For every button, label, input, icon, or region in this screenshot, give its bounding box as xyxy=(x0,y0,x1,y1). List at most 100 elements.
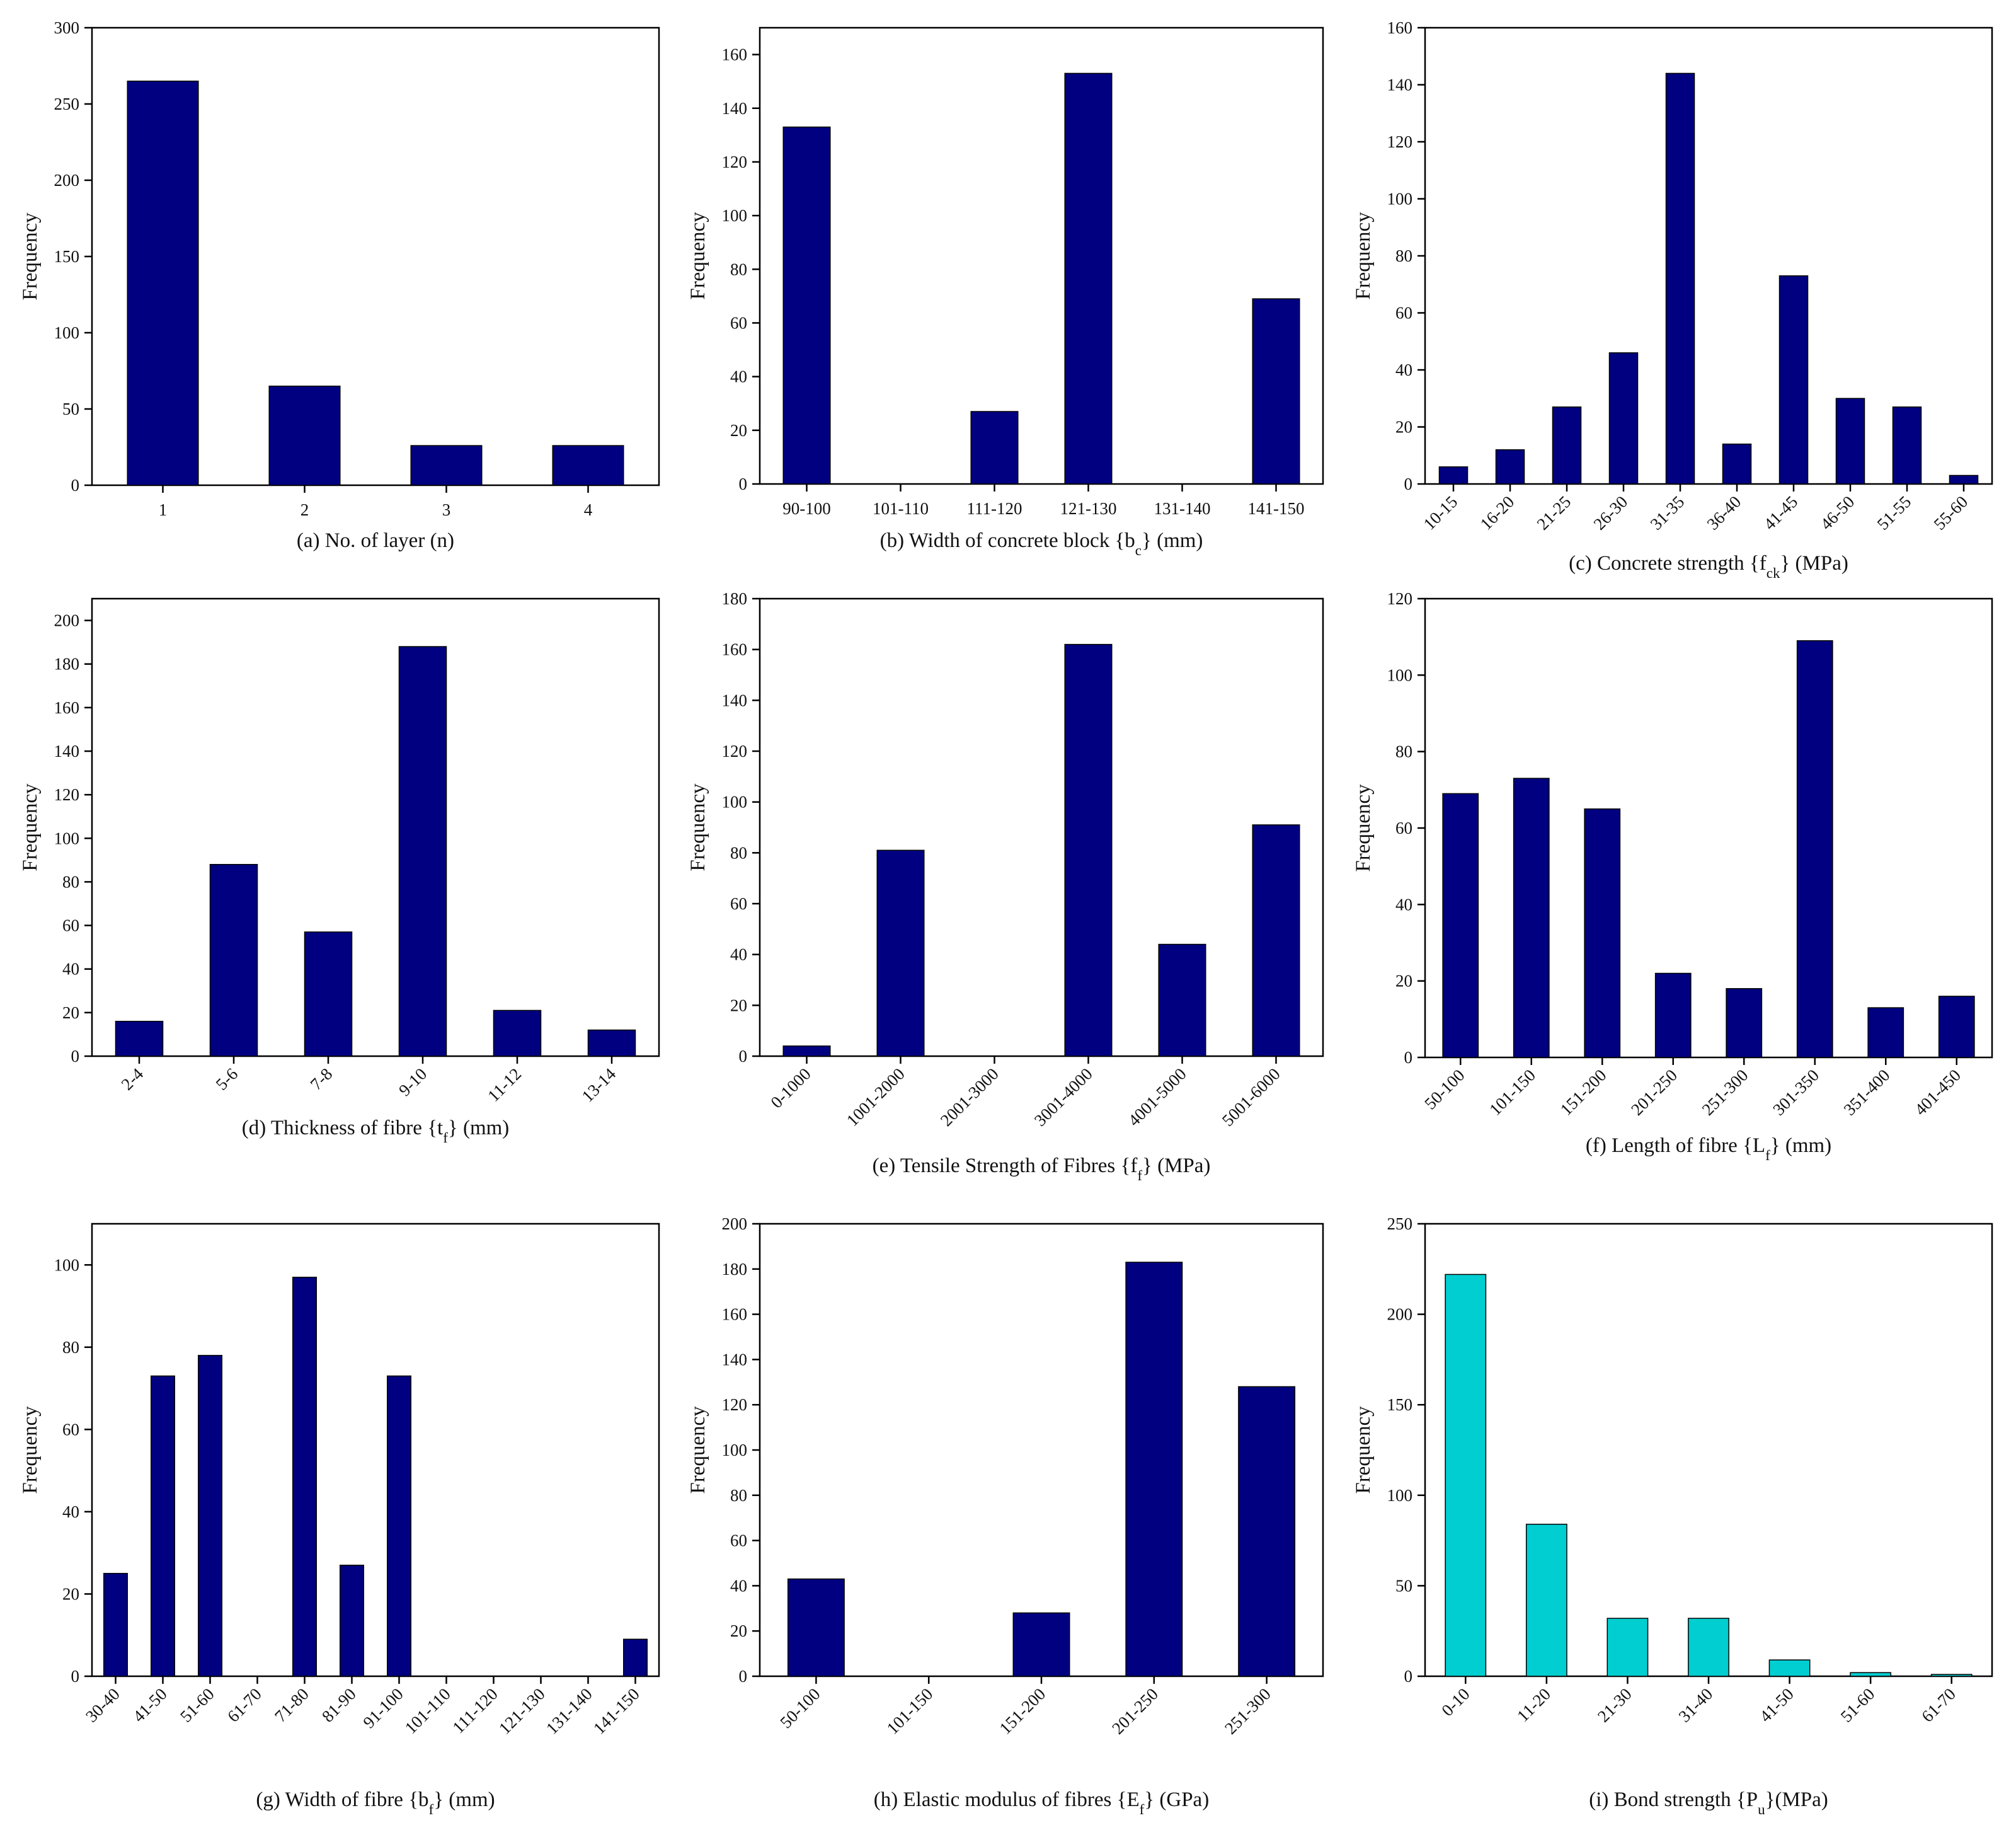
bar-1001-2000 xyxy=(876,849,925,1057)
y-tick-label: 140 xyxy=(722,691,748,710)
bar-401-450 xyxy=(1938,996,1975,1058)
y-tick-label: 0 xyxy=(1404,1667,1413,1686)
bar-151-200 xyxy=(1012,1612,1070,1677)
chart-caption: (h) Elastic modulus of fibres {Ef} (GPa) xyxy=(874,1788,1209,1817)
y-tick-label: 160 xyxy=(1387,18,1413,37)
bar-16-20 xyxy=(1495,449,1525,485)
y-tick-label: 140 xyxy=(722,1350,748,1369)
caption-text-end: } (mm) xyxy=(448,1117,509,1139)
y-tick-label: 80 xyxy=(730,1486,747,1505)
bar-13-14 xyxy=(587,1029,636,1057)
bar-50-100 xyxy=(1442,793,1479,1058)
y-tick-label: 60 xyxy=(730,313,747,332)
bar-21-25 xyxy=(1552,406,1582,485)
y-tick-label: 40 xyxy=(1395,360,1412,379)
x-tick-label: 141-150 xyxy=(1248,499,1305,518)
bar-4001-5000 xyxy=(1158,943,1206,1057)
bar-141-150 xyxy=(1252,298,1300,485)
x-tick-label: 121-130 xyxy=(1060,499,1117,518)
caption-subscript: f xyxy=(1137,1168,1142,1183)
y-tick-label: 120 xyxy=(1387,589,1413,608)
chart-b: 0 20 40 60 80 100 120 140 160 Frequency 90-100 101-… xyxy=(687,26,1324,558)
y-tick-label: 120 xyxy=(54,785,80,804)
caption-subscript: f xyxy=(1140,1802,1145,1817)
y-tick-label: 50 xyxy=(1395,1576,1412,1595)
bar-4 xyxy=(552,445,624,486)
y-tick-label: 200 xyxy=(54,171,80,190)
y-tick-label: 20 xyxy=(1395,972,1412,991)
bar-71-80 xyxy=(292,1277,317,1677)
x-tick-label: 1 xyxy=(159,500,168,519)
bar-1 xyxy=(127,80,199,486)
plot-frame xyxy=(91,1223,660,1677)
y-tick-label: 80 xyxy=(730,843,747,862)
y-tick-label: 100 xyxy=(54,323,80,342)
bar-81-90 xyxy=(340,1565,364,1677)
y-tick-label: 50 xyxy=(62,400,79,418)
plot-frame xyxy=(759,26,1324,485)
y-tick-label: 0 xyxy=(71,476,80,495)
y-tick-label: 160 xyxy=(54,698,80,717)
y-tick-label: 0 xyxy=(739,1667,748,1686)
y-tick-label: 140 xyxy=(722,99,748,118)
y-tick-label: 120 xyxy=(722,1395,748,1414)
y-tick-label: 180 xyxy=(54,655,80,674)
bar-11-20 xyxy=(1525,1524,1567,1677)
caption-text-end: } (mm) xyxy=(1142,529,1203,552)
caption-text-end: } (MPa) xyxy=(1780,552,1848,575)
bar-111-120 xyxy=(970,411,1019,485)
y-axis-title: Frequency xyxy=(687,212,709,300)
bar-5-6 xyxy=(209,864,258,1057)
caption-text: (c) Concrete strength {f xyxy=(1569,552,1767,575)
bar-0-1000 xyxy=(782,1045,831,1057)
bar-2-4 xyxy=(115,1020,164,1057)
bar-41-50 xyxy=(151,1375,175,1677)
x-tick-label: 3 xyxy=(442,500,451,519)
y-axis-title: Frequency xyxy=(19,1406,42,1494)
x-tick-label: 111-120 xyxy=(967,499,1022,518)
y-axis-title: Frequency xyxy=(19,783,42,872)
caption-subscript: f xyxy=(443,1130,448,1146)
y-tick-label: 100 xyxy=(1387,665,1413,684)
bar-301-350 xyxy=(1796,640,1833,1058)
chart-a: 0 50 100 150 200 250 300 Frequency 1 2 3 4 (a) No. o… xyxy=(19,18,660,552)
caption-text: (a) No. of layer (n) xyxy=(297,529,454,552)
caption-text: (e) Tensile Strength of Fibres {f xyxy=(873,1154,1138,1177)
bar-11-12 xyxy=(493,1010,542,1057)
x-tick-label: 131-140 xyxy=(1154,499,1211,518)
y-tick-label: 250 xyxy=(1387,1214,1413,1233)
y-tick-label: 0 xyxy=(71,1667,80,1686)
bar-31-35 xyxy=(1665,72,1695,485)
chart-caption: (d) Thickness of fibre {tf} (mm) xyxy=(242,1117,510,1146)
y-tick-label: 40 xyxy=(62,960,79,979)
bar-36-40 xyxy=(1722,443,1752,485)
y-tick-label: 40 xyxy=(730,367,747,386)
chart-caption: (e) Tensile Strength of Fibres {ff} (MPa… xyxy=(873,1154,1211,1183)
y-tick-label: 20 xyxy=(1395,418,1412,437)
bar-101-150 xyxy=(1513,778,1550,1058)
y-tick-label: 100 xyxy=(1387,1486,1413,1505)
y-axis-title: Frequency xyxy=(687,1406,709,1494)
y-tick-label: 140 xyxy=(54,742,80,761)
y-tick-label: 40 xyxy=(730,945,747,964)
chart-caption: (b) Width of concrete block {bc} (mm) xyxy=(880,529,1203,558)
bar-3 xyxy=(410,445,483,486)
y-tick-label: 0 xyxy=(739,475,748,493)
y-tick-label: 60 xyxy=(62,1420,79,1439)
x-tick-label: 4 xyxy=(584,500,593,519)
y-tick-label: 80 xyxy=(1395,742,1412,761)
y-tick-label: 20 xyxy=(62,1584,79,1603)
y-axis-title: Frequency xyxy=(1352,784,1375,872)
y-tick-label: 120 xyxy=(722,152,748,171)
y-tick-label: 60 xyxy=(1395,819,1412,837)
bar-9-10 xyxy=(398,646,447,1057)
y-axis-title: Frequency xyxy=(1352,212,1375,300)
bar-10-15 xyxy=(1438,466,1469,485)
y-tick-label: 150 xyxy=(1387,1395,1413,1414)
y-tick-label: 60 xyxy=(62,916,79,935)
bar-151-200 xyxy=(1584,808,1621,1058)
y-axis-title: Frequency xyxy=(687,783,709,872)
caption-text-end: } (mm) xyxy=(1770,1134,1831,1157)
caption-subscript: u xyxy=(1758,1802,1765,1817)
